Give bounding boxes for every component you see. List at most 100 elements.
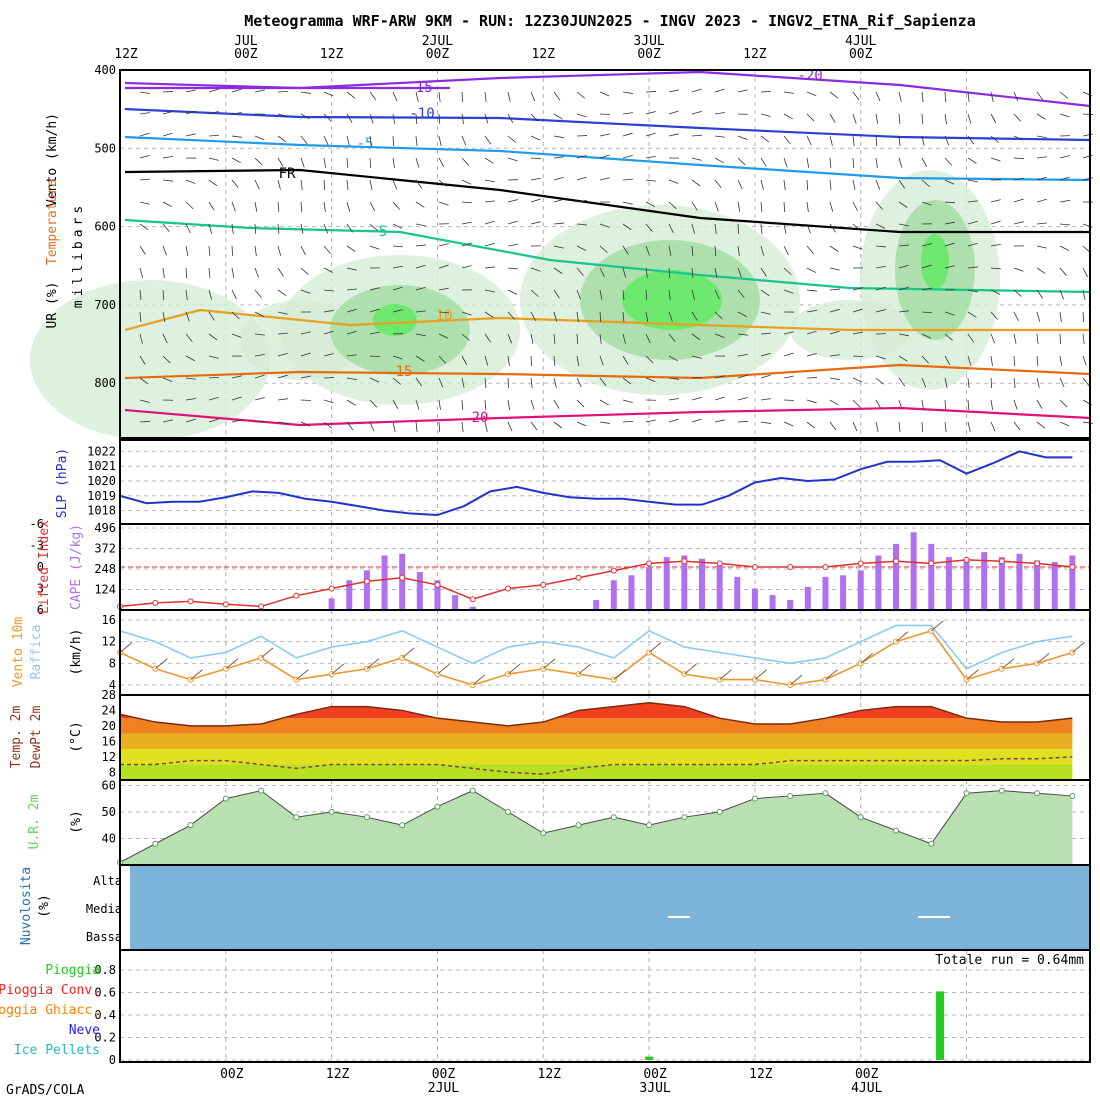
wind-barb [1036,399,1043,409]
wind-barb [461,135,467,146]
wind-barb [231,201,236,212]
li-point [363,578,370,585]
wind-barb [806,330,817,335]
top-date-label: 4JUL [845,34,876,49]
li-point [399,574,406,581]
wind-barb [185,355,195,362]
isotherm-label: 20 [472,410,489,426]
wind-barb [415,244,426,247]
wind-barb [1059,355,1063,366]
wind-barb [484,311,494,318]
wind-barb [369,157,372,169]
cape-bar [434,580,441,610]
wind-barb [576,333,579,345]
wind-barb [438,287,449,291]
slp-label: SLP (hPa) [55,448,70,518]
isotherm-line [124,107,1091,142]
wind-barb [530,91,536,102]
wind-barb [530,113,539,122]
wind-barb [944,333,953,341]
wind-barb [737,157,746,166]
wind-barb [162,156,173,159]
wind-barb [645,223,653,232]
li-point [1069,564,1076,570]
wind-barb [415,421,418,432]
wind-barb [139,132,150,137]
wind-barb [737,311,748,318]
wind-barb [300,223,304,234]
wind-barb [944,91,947,103]
temp-label: Temp. 2m [9,706,24,769]
li-label: Lifted Index [37,520,52,614]
wind-barb [967,355,972,366]
footer-credit: GrADS/COLA [6,1083,84,1098]
wind-barb [599,311,602,323]
wind-barb [415,333,426,337]
wind-barb [921,333,932,339]
wind-barb [1059,289,1064,300]
temp-ytick: 12 [102,750,116,764]
cape-bar [875,555,882,610]
wind-barb [185,179,196,184]
top-hour-label: 00Z [234,47,258,62]
wind-barb [1082,223,1093,228]
bottom-hour-label: 00Z [432,1067,456,1082]
wind-barb [392,377,401,385]
wind-barb [806,113,815,122]
wind-barb [369,223,378,231]
slp-ytick: 1022 [87,444,116,458]
temp-ytick: 20 [102,719,116,733]
wind-barb [875,179,881,190]
rh-point [399,822,406,829]
wind-barb [898,157,903,168]
wind-barb [576,311,579,322]
wind-barb [1013,135,1024,141]
cloud-fill [130,866,1089,949]
wind-barb [921,399,924,410]
rh-point [258,787,265,794]
wind-barb [898,179,906,189]
wind-barb [461,179,472,185]
cape-bar [699,558,705,610]
wind-barb [507,311,515,320]
wind-barb [599,355,604,366]
wind-barb [599,421,610,424]
wind-barb [875,377,884,385]
wind-barb [438,135,442,146]
wind-barb [990,91,994,102]
li-point [187,598,194,605]
wind-barb [300,352,311,357]
wind-barb [162,91,174,93]
wind-barb [714,157,724,164]
rh-point [328,808,335,815]
wind-barb [1059,311,1062,322]
wind-barb [599,333,602,344]
bottom-hour-label: 12Z [326,1067,350,1082]
wind-barb [622,399,633,403]
wind-barb [898,223,909,227]
wind-barb [967,179,978,183]
wind-dir-arrow [542,658,556,670]
cape-bar [769,595,776,610]
wind-barb [1013,421,1021,431]
wind-dir-arrow [366,658,380,670]
wind-barb [691,267,694,278]
wind-barb [1036,421,1046,429]
wind-barb [162,179,173,182]
wind-barb [231,245,234,257]
wind-barb [944,311,955,316]
wind-barb [254,374,265,379]
wind-barb [346,267,357,271]
wind-barb [1082,133,1093,137]
wind-barb [829,399,839,406]
wind-dir-arrow [719,669,732,680]
wind-barb [599,377,607,387]
wind-barb [530,135,541,141]
wind-barb [829,354,840,357]
wind-barb [139,355,146,365]
wind-barb [139,178,150,181]
li-point [716,560,723,567]
rain-legend-conv: Pioggia Conv. [0,983,100,998]
wind-barb [1082,355,1087,366]
cape-ytick: 248 [94,562,116,576]
